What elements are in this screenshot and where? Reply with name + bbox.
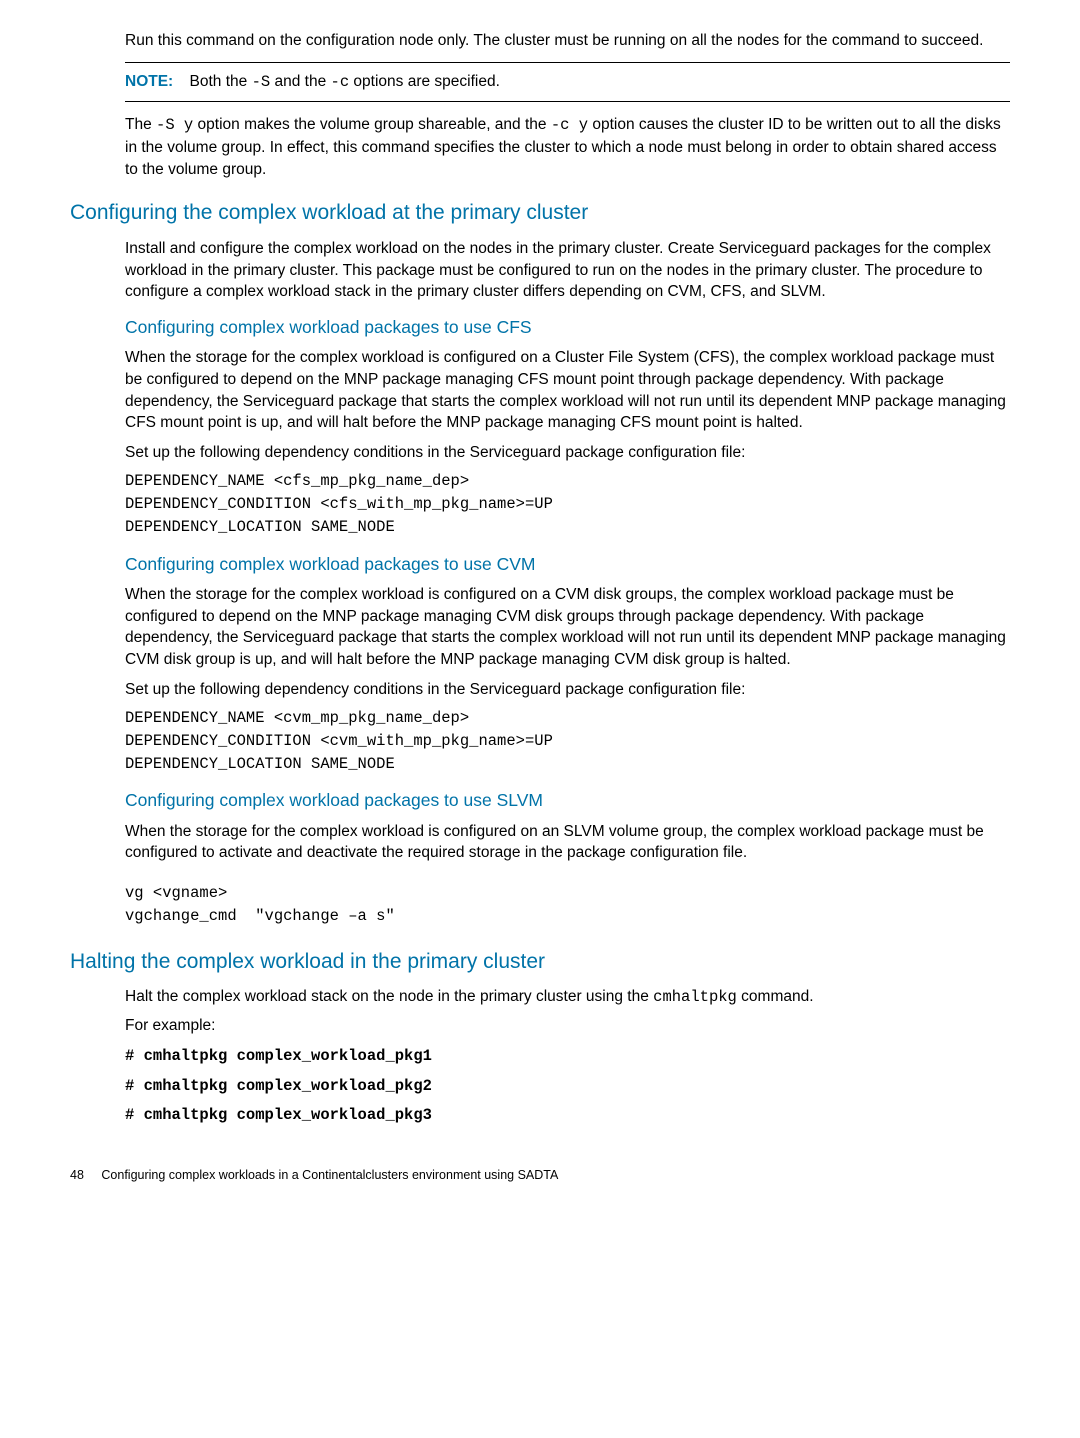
page-number: 48 — [70, 1168, 84, 1182]
cfs-code: DEPENDENCY_NAME <cfs_mp_pkg_name_dep> DE… — [125, 470, 1010, 540]
p2-a: The — [125, 116, 156, 133]
cfs-p1: When the storage for the complex workloa… — [125, 347, 1010, 434]
page-footer: 48 Configuring complex workloads in a Co… — [70, 1167, 1010, 1185]
s1-p1: Install and configure the complex worklo… — [125, 238, 1010, 303]
heading-cvm: Configuring complex workload packages to… — [125, 552, 1010, 577]
note-box: NOTE: Both the -S and the -c options are… — [125, 62, 1010, 103]
note-text-a: Both the — [190, 73, 252, 90]
intro-paragraph-2: The -S y option makes the volume group s… — [125, 114, 1010, 180]
note-code2: -c — [331, 73, 350, 91]
note-code1: -S — [252, 73, 271, 91]
heading-configure-primary: Configuring the complex workload at the … — [70, 198, 1010, 227]
p2-b: option makes the volume group shareable,… — [193, 116, 551, 133]
slvm-code: vg <vgname> vgchange_cmd "vgchange –a s" — [125, 882, 1010, 929]
p2-code2: -c y — [551, 116, 588, 134]
s2-p1b: command. — [737, 988, 814, 1005]
note-text-b: and the — [270, 73, 330, 90]
heading-slvm: Configuring complex workload packages to… — [125, 788, 1010, 813]
intro-paragraph: Run this command on the configuration no… — [125, 30, 1010, 52]
heading-cfs: Configuring complex workload packages to… — [125, 315, 1010, 340]
footer-title: Configuring complex workloads in a Conti… — [101, 1168, 558, 1182]
s2-p1a: Halt the complex workload stack on the n… — [125, 988, 653, 1005]
cvm-code: DEPENDENCY_NAME <cvm_mp_pkg_name_dep> DE… — [125, 707, 1010, 777]
cfs-p2: Set up the following dependency conditio… — [125, 442, 1010, 464]
heading-halting: Halting the complex workload in the prim… — [70, 947, 1010, 976]
s2-code: # cmhaltpkg complex_workload_pkg1 # cmha… — [125, 1042, 1010, 1130]
p2-code1: -S y — [156, 116, 193, 134]
slvm-p1: When the storage for the complex workloa… — [125, 821, 1010, 864]
s2-p1: Halt the complex workload stack on the n… — [125, 986, 1010, 1009]
s2-p2: For example: — [125, 1015, 1010, 1037]
cvm-p2: Set up the following dependency conditio… — [125, 679, 1010, 701]
note-label: NOTE: — [125, 73, 173, 90]
note-text-c: options are specified. — [349, 73, 500, 90]
s2-p1-code: cmhaltpkg — [653, 988, 737, 1006]
cvm-p1: When the storage for the complex workloa… — [125, 584, 1010, 671]
